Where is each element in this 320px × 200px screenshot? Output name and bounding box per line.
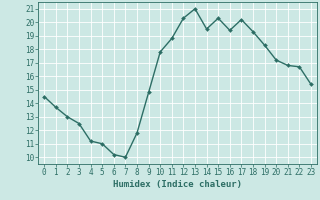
X-axis label: Humidex (Indice chaleur): Humidex (Indice chaleur) [113,180,242,189]
